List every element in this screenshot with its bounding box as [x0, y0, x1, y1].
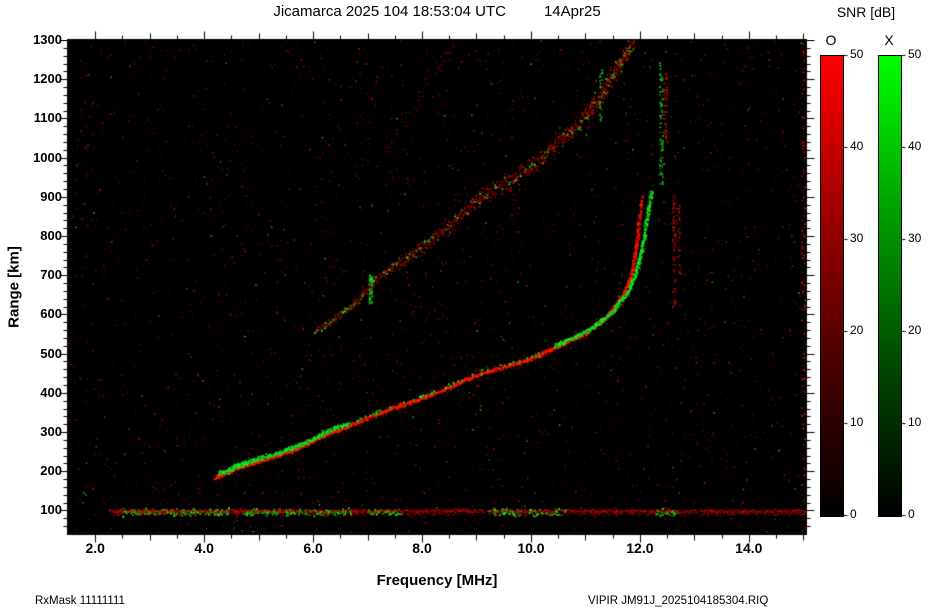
rxmask-label: RxMask 11111111 — [35, 595, 125, 607]
o-mode-label: O — [825, 32, 837, 48]
x-mode-label: X — [884, 32, 894, 48]
y-tick-label: 1200 — [33, 71, 62, 87]
o-colorbar — [820, 55, 844, 517]
x-colorbar-tick-label: 50 — [908, 47, 922, 61]
x-tick-label: 10.0 — [517, 540, 545, 556]
figure-title-row: Jicamarca 2025 104 18:53:04 UTC 14Apr25 — [68, 3, 806, 20]
o-colorbar-tick-label: 50 — [850, 47, 864, 61]
y-tick-label: 1300 — [33, 32, 62, 47]
x-colorbar-tick-label: 30 — [908, 231, 922, 245]
y-tick-label: 1000 — [33, 149, 62, 165]
o-colorbar-tick-label: 20 — [850, 323, 864, 337]
x-colorbar-tick-label: 10 — [908, 415, 922, 429]
x-tick-label: 2.0 — [85, 540, 105, 556]
y-tick-label: 1100 — [33, 110, 62, 126]
x-tick-label: 12.0 — [626, 540, 654, 556]
figure-title: Jicamarca 2025 104 18:53:04 UTC — [273, 3, 506, 20]
x-tick-label: 6.0 — [303, 540, 323, 556]
figure-date: 14Apr25 — [543, 3, 601, 20]
o-colorbar-tick-label: 10 — [850, 415, 864, 429]
y-tick-label: 500 — [40, 345, 62, 361]
y-tick-label: 100 — [40, 502, 62, 518]
x-colorbar — [878, 55, 902, 517]
x-tick-label: 8.0 — [412, 540, 432, 556]
y-tick-label: 700 — [40, 267, 62, 283]
x-colorbar-tick-label: 40 — [908, 139, 922, 153]
y-tick-label: 600 — [40, 306, 62, 322]
y-tick-label: 300 — [40, 424, 62, 440]
colorbar-title: SNR [dB] — [836, 4, 896, 20]
y-tick-label: 400 — [40, 384, 62, 400]
o-colorbar-tick-label: 0 — [850, 507, 857, 521]
y-tick-label: 200 — [40, 463, 62, 479]
o-colorbar-tick-label: 30 — [850, 231, 864, 245]
x-tick-label: 4.0 — [194, 540, 214, 556]
y-tick-label: 900 — [40, 188, 62, 204]
o-colorbar-tick-label: 40 — [850, 139, 864, 153]
filename-label: VIPIR JM91J_2025104185304.RIQ — [588, 595, 769, 607]
x-colorbar-tick-label: 20 — [908, 323, 922, 337]
y-tick-label: 800 — [40, 228, 62, 244]
x-tick-label: 14.0 — [735, 540, 763, 556]
ionogram-canvas — [68, 40, 806, 534]
x-colorbar-tick-label: 0 — [908, 507, 915, 521]
x-axis-label: Frequency [MHz] — [376, 572, 498, 589]
